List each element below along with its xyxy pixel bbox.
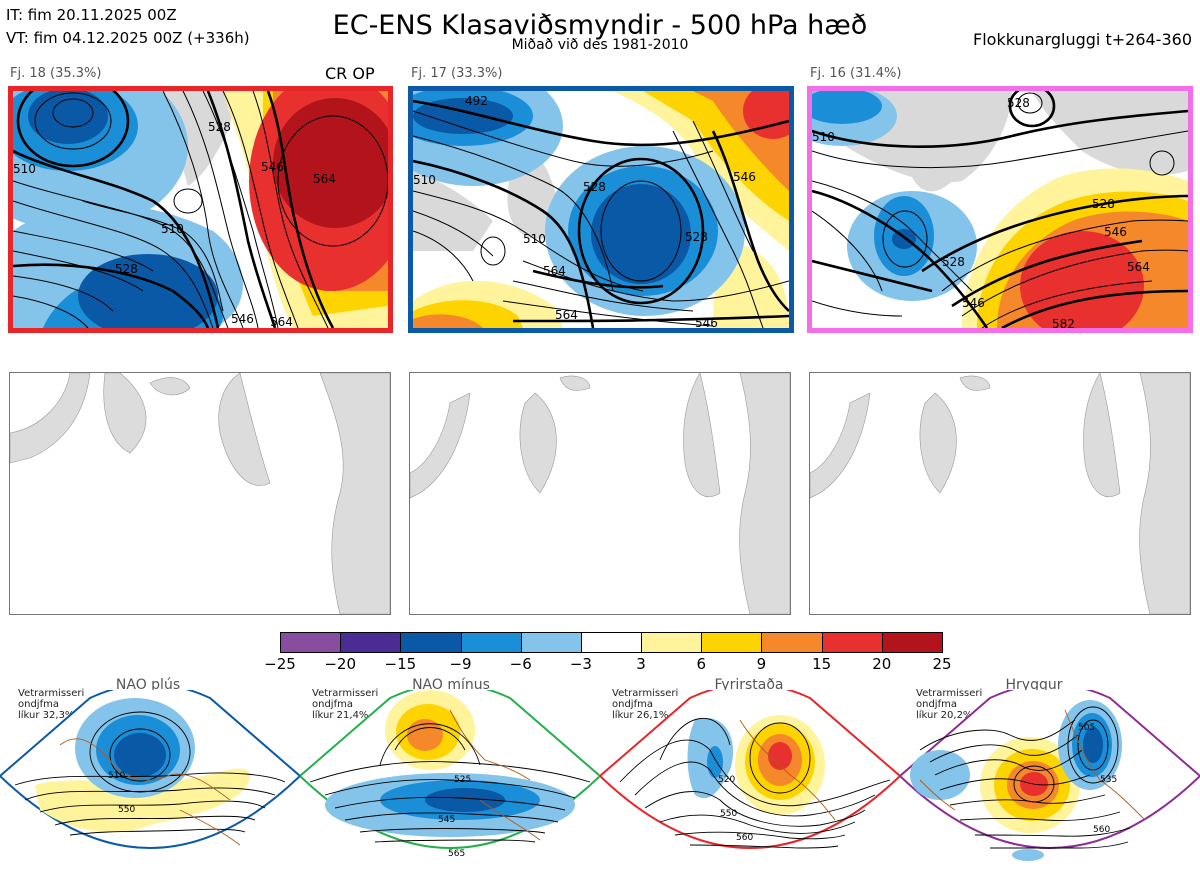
contour-label: 528 [1007,96,1030,110]
contour-label: 492 [465,94,488,108]
colorbar-cell [761,632,823,653]
colorbar-cell [460,632,522,653]
colorbar [280,632,943,653]
contour-label: 510 [161,222,184,236]
colorbar-cell [881,632,943,653]
colorbar-cell [821,632,883,653]
colorbar-tick: 6 [696,655,707,673]
svg-text:550: 550 [720,809,737,819]
colorbar-tick: −25 [264,655,296,673]
colorbar-tick: 25 [932,655,952,673]
colorbar-tick: −15 [384,655,417,673]
contour-label: 546 [962,296,985,310]
svg-text:550: 550 [118,805,135,815]
colorbar-tick: −9 [449,655,472,673]
colorbar-tick: 15 [812,655,832,673]
contour-label: 528 [1092,197,1115,211]
colorbar-tick: 9 [756,655,767,673]
colorbar-cell [641,632,703,653]
cluster-3-map: 510 528 546 564 582 528 546 528 [807,86,1193,333]
svg-text:520: 520 [718,775,735,785]
colorbar-cell [520,632,582,653]
regime-4-title: Hryggur [1005,677,1063,693]
contour-label: 564 [543,264,566,278]
colorbar-cell [580,632,643,653]
cluster-2-label: Fj. 17 (33.3%) [411,66,503,81]
contour-label: 546 [695,316,718,328]
svg-text:510: 510 [108,771,125,781]
contour-label: 510 [13,162,36,176]
empty-map-1 [9,372,391,615]
contour-label: 510 [523,232,546,246]
page-subtitle: Miðað við des 1981-2010 [511,37,689,53]
init-time: IT: fim 20.11.2025 00Z [6,6,177,24]
colorbar-tick: 3 [636,655,646,673]
colorbar-cell [701,632,763,653]
svg-text:545: 545 [438,815,455,825]
contour-label: 528 [685,230,708,244]
regime-1-prob: Vetrarmisseri ondjfma líkur 32,3% [18,688,85,721]
contour-label: 510 [413,173,436,187]
cluster-window: Flokkunargluggi t+264-360 [973,30,1192,49]
valid-time: VT: fim 04.12.2025 00Z (+336h) [6,29,250,47]
regime-3-prob: Vetrarmisseri ondjfma líkur 26,1% [612,688,679,721]
cluster-1-tag: CR OP [325,64,375,83]
svg-text:560: 560 [1093,825,1110,835]
contour-label: 528 [583,180,606,194]
cluster-1-label: Fj. 18 (35.3%) [10,66,102,81]
colorbar-cell [340,632,402,653]
page-title: EC-ENS Klasaviðsmyndir - 500 hPa hæð [332,10,868,41]
colorbar-cell [400,632,462,653]
colorbar-tick: −20 [324,655,356,673]
cluster-1-map: 510 546 564 528 510 528 546 564 [8,86,393,333]
contour-label: 528 [208,120,231,134]
svg-text:535: 535 [1100,775,1117,785]
cluster-2-map: 492 510 528 564 564 546 528 510 546 [408,86,794,333]
contour-label: 546 [261,160,284,174]
regime-4-prob: Vetrarmisseri ondjfma líkur 20,2% [916,688,983,721]
colorbar-cell [280,632,342,653]
colorbar-tick: −6 [509,655,532,673]
colorbar-ticks: −25 −20 −15 −9 −6 −3 3 6 9 15 20 25 [264,655,951,673]
contour-label: 564 [555,308,578,322]
contour-label: 582 [1052,317,1075,328]
colorbar-tick: 20 [872,655,892,673]
contour-label: 546 [733,170,756,184]
empty-map-2 [409,372,791,615]
contour-label: 546 [231,312,254,326]
svg-text:560: 560 [736,833,753,843]
colorbar-tick: −3 [569,655,592,673]
regime-3-map: 520 550 560 [600,690,900,871]
regime-2-prob: Vetrarmisseri ondjfma líkur 21,4% [312,688,379,721]
contour-label: 528 [942,255,965,269]
empty-map-3 [809,372,1191,615]
svg-text:565: 565 [448,849,465,859]
cluster-3-label: Fj. 16 (31.4%) [810,66,902,81]
svg-text:525: 525 [454,775,471,785]
regime-1-map: 510 550 [0,690,300,871]
contour-label: 564 [313,172,336,186]
contour-label: 564 [1127,260,1150,274]
contour-label: 528 [115,262,138,276]
regime-1-title: NAO plús [115,677,181,693]
contour-label: 510 [812,130,835,144]
regime-3-title: Fyrirstaða [714,677,784,693]
svg-text:505: 505 [1078,723,1095,733]
contour-label: 546 [1104,225,1127,239]
regime-2-title: NAO mínus [412,677,490,693]
regime-2-map: 525 545 565 [300,690,600,871]
regime-4-map: 505 535 560 [900,690,1200,871]
contour-label: 564 [270,315,293,328]
